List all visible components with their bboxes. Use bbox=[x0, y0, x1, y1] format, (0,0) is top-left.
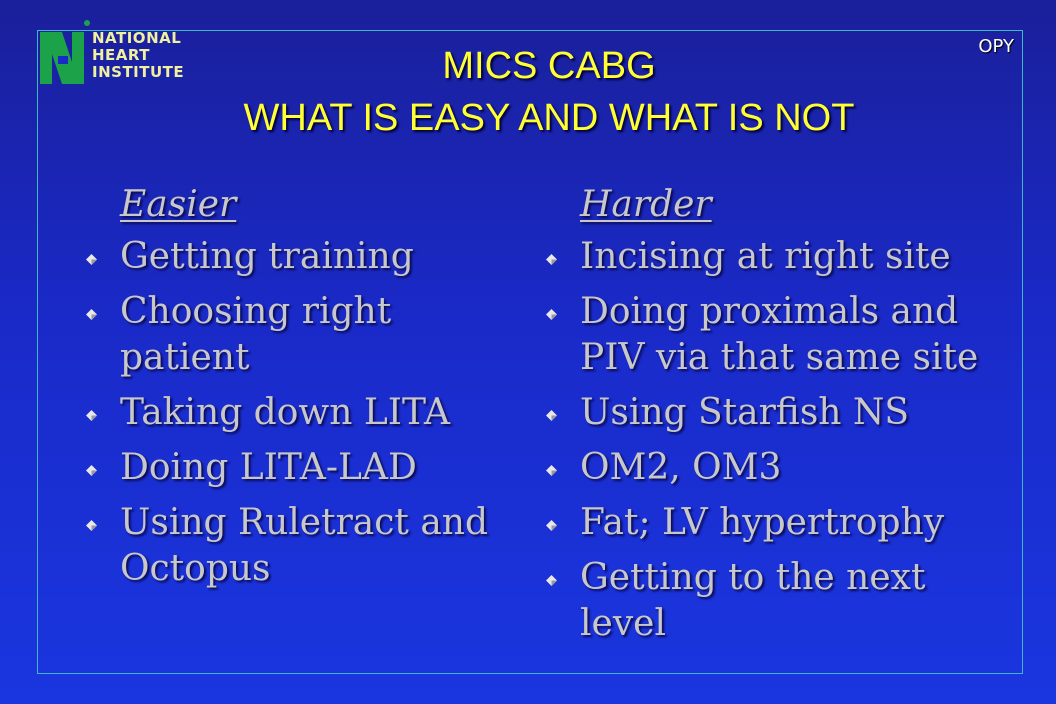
easier-column: Easier Getting training Choosing right p… bbox=[80, 182, 520, 601]
diamond-bullet-icon bbox=[546, 575, 557, 586]
harder-heading: Harder bbox=[580, 184, 712, 225]
slide-title: MICS CABG WHAT IS EASY AND WHAT IS NOT bbox=[0, 40, 1056, 144]
diamond-bullet-icon bbox=[86, 465, 97, 476]
list-item-text: Choosing right patient bbox=[120, 291, 392, 378]
logo-text: NATIONAL HEART INSTITUTE bbox=[92, 30, 184, 81]
list-item-text: Using Ruletract and Octopus bbox=[120, 502, 489, 589]
list-item: Getting training bbox=[80, 234, 520, 280]
list-item: Doing LITA-LAD bbox=[80, 445, 520, 491]
corner-tag: OPY bbox=[978, 36, 1014, 57]
slide-frame bbox=[37, 30, 1023, 674]
list-item-text: Doing LITA-LAD bbox=[120, 447, 417, 488]
diamond-bullet-icon bbox=[546, 410, 557, 421]
diamond-bullet-icon bbox=[546, 520, 557, 531]
list-item-text: Getting training bbox=[120, 236, 414, 277]
list-item-text: OM2, OM3 bbox=[580, 447, 782, 488]
list-item: Using Ruletract and Octopus bbox=[80, 500, 520, 592]
diamond-bullet-icon bbox=[86, 254, 97, 265]
logo-dot bbox=[84, 20, 90, 26]
logo-line: INSTITUTE bbox=[92, 63, 185, 81]
diamond-bullet-icon bbox=[546, 254, 557, 265]
logo-line: NATIONAL bbox=[92, 29, 182, 47]
institute-logo: NATIONAL HEART INSTITUTE bbox=[40, 20, 190, 84]
list-item-text: Using Starfish NS bbox=[580, 392, 910, 433]
diamond-bullet-icon bbox=[546, 309, 557, 320]
title-line-2: WHAT IS EASY AND WHAT IS NOT bbox=[243, 97, 855, 139]
list-item: Choosing right patient bbox=[80, 289, 520, 381]
list-item: Getting to the next level bbox=[540, 555, 1010, 647]
logo-n-icon bbox=[40, 32, 84, 84]
list-item-text: Doing proximals and PIV via that same si… bbox=[580, 291, 979, 378]
diamond-bullet-icon bbox=[546, 465, 557, 476]
list-item-text: Fat; LV hypertrophy bbox=[580, 502, 945, 543]
list-item: Using Starfish NS bbox=[540, 390, 1010, 436]
logo-line: HEART bbox=[92, 46, 151, 64]
easier-heading: Easier bbox=[120, 184, 237, 225]
list-item: Taking down LITA bbox=[80, 390, 520, 436]
list-item-text: Getting to the next level bbox=[580, 557, 926, 644]
harder-column: Harder Incising at right site Doing prox… bbox=[540, 182, 1010, 656]
diamond-bullet-icon bbox=[86, 520, 97, 531]
diamond-bullet-icon bbox=[86, 410, 97, 421]
diamond-bullet-icon bbox=[86, 309, 97, 320]
list-item: Doing proximals and PIV via that same si… bbox=[540, 289, 1010, 381]
list-item-text: Taking down LITA bbox=[120, 392, 451, 433]
title-line-1: MICS CABG bbox=[442, 45, 656, 87]
list-item-text: Incising at right site bbox=[580, 236, 951, 277]
list-item: OM2, OM3 bbox=[540, 445, 1010, 491]
list-item: Fat; LV hypertrophy bbox=[540, 500, 1010, 546]
list-item: Incising at right site bbox=[540, 234, 1010, 280]
